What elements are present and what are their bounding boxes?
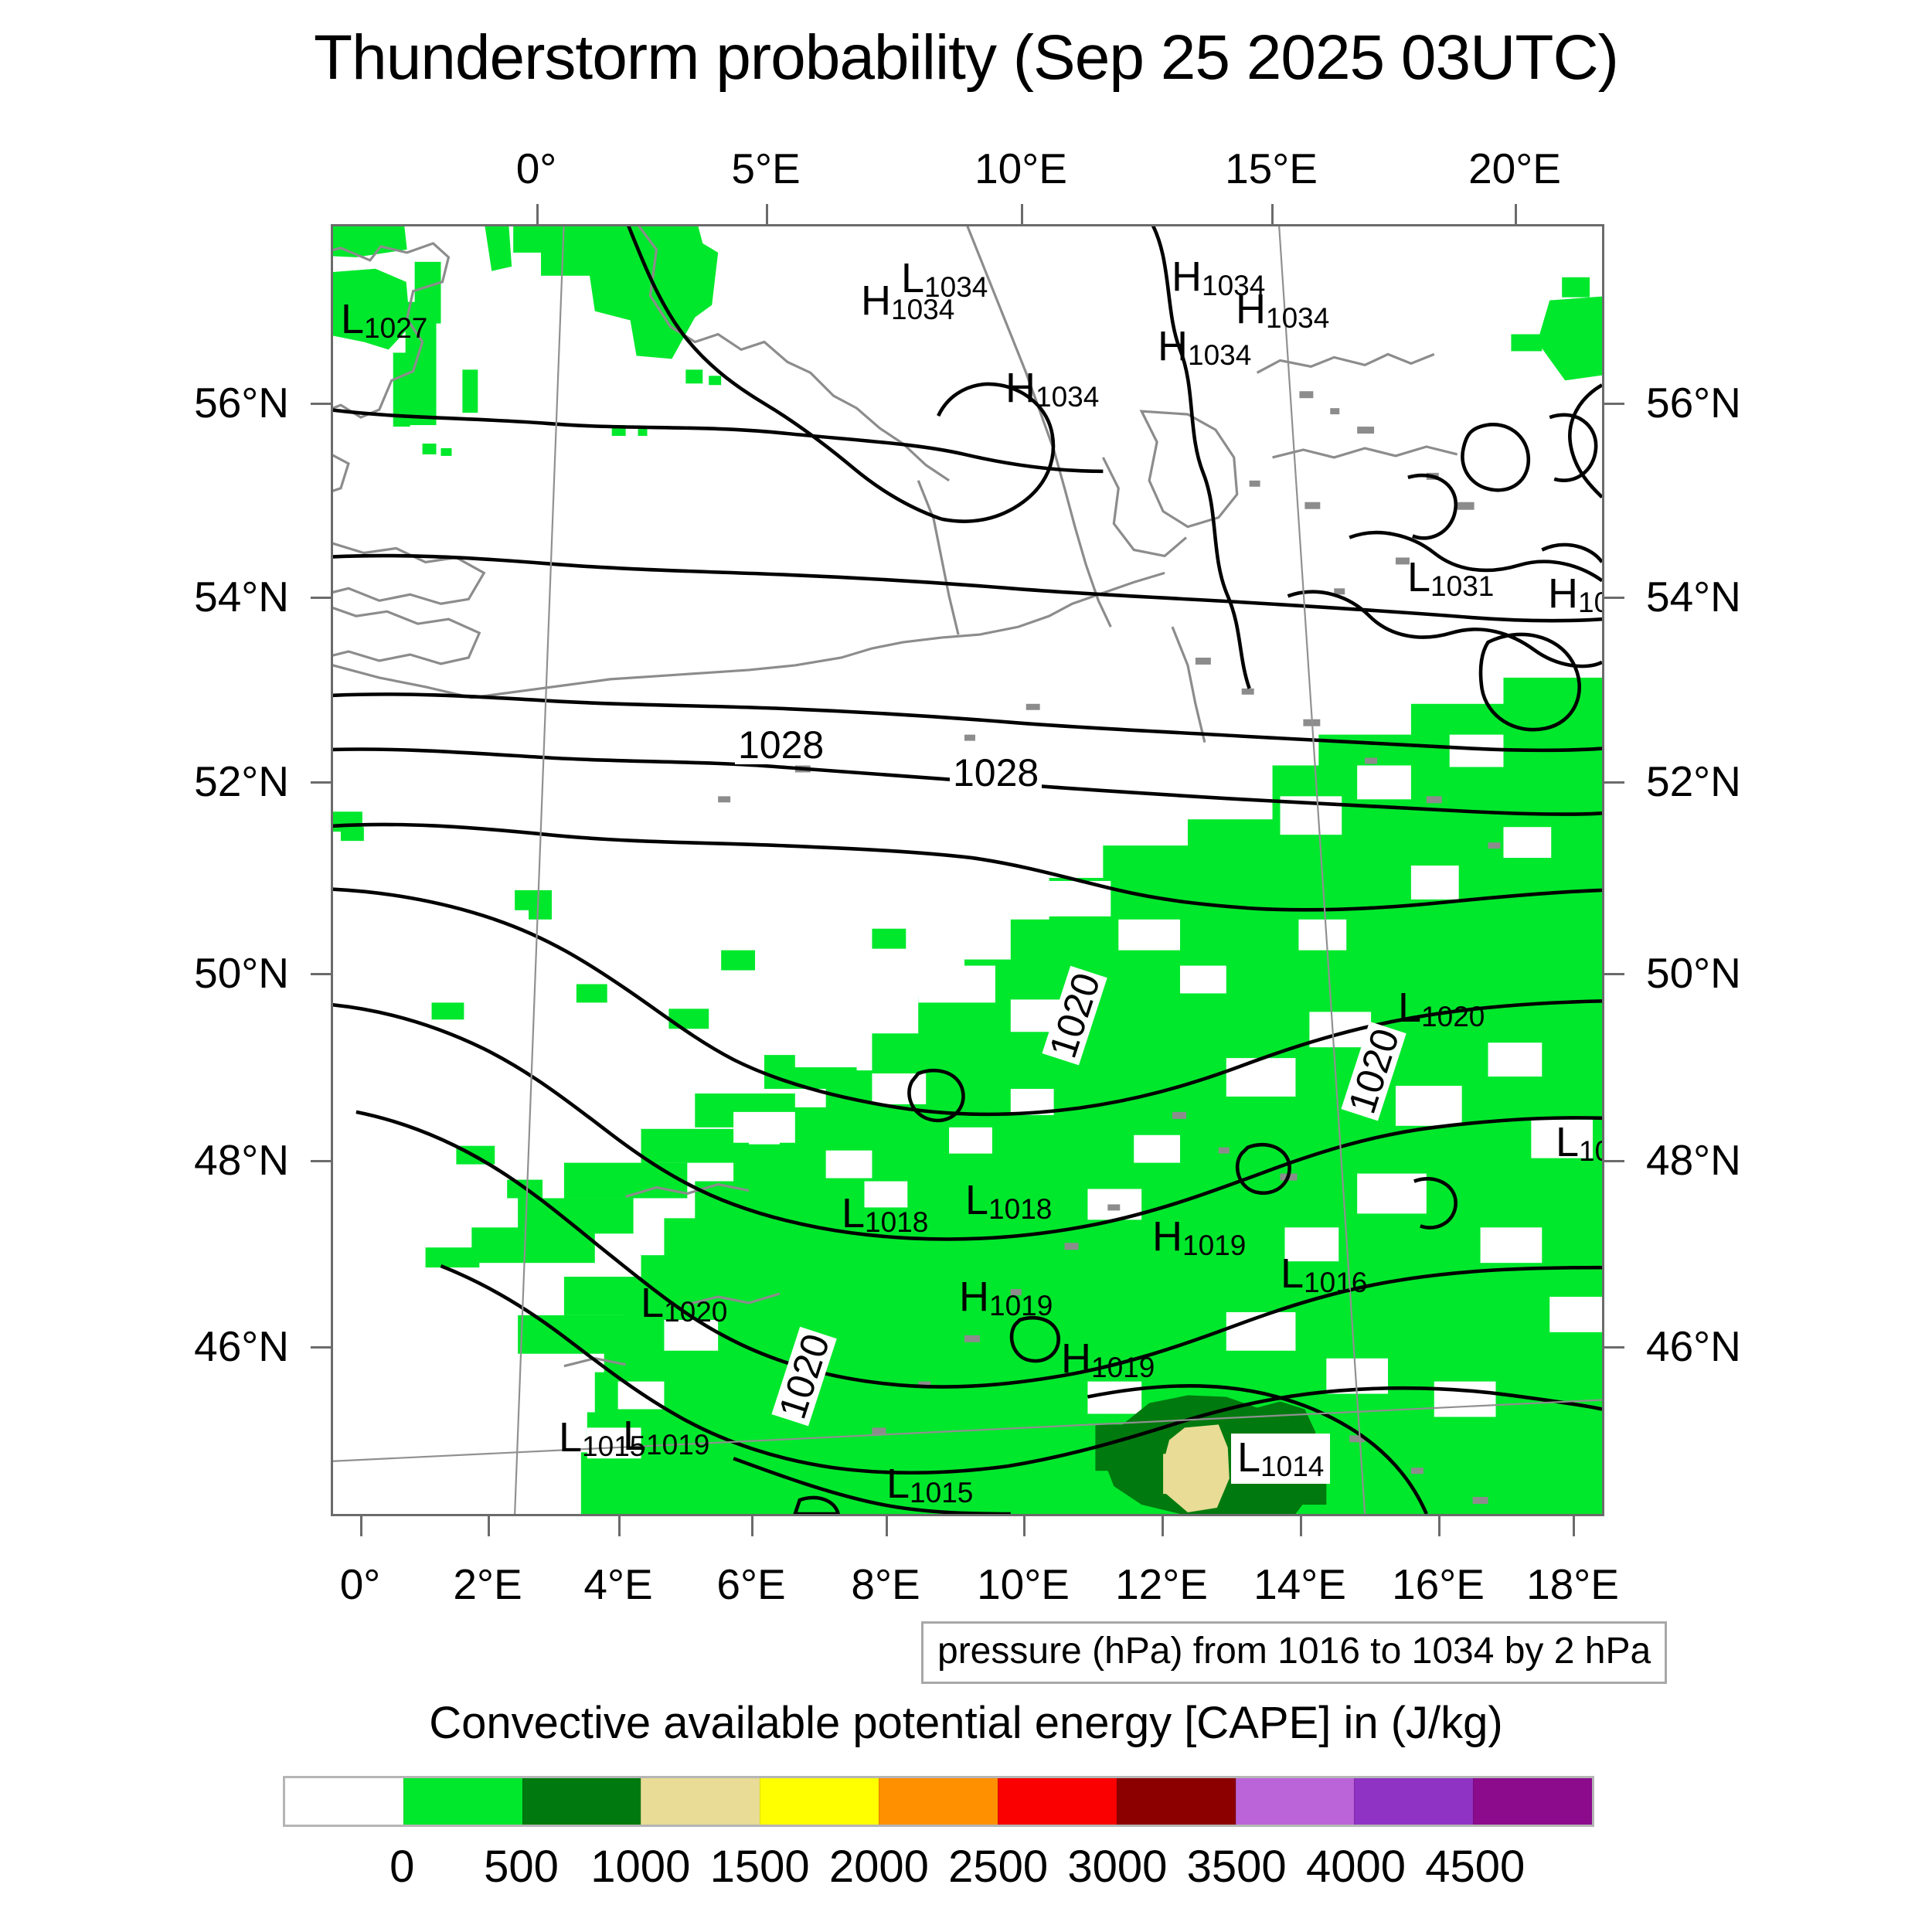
- pressure-contour-legend: pressure (hPa) from 1016 to 1034 by 2 hP…: [921, 1621, 1668, 1684]
- colorbar-swatch-2: [522, 1778, 641, 1825]
- cape-holes: [587, 734, 1602, 1459]
- lon-bottom-label-0: 0°: [339, 1560, 381, 1608]
- lat-right-tick-2: [1604, 781, 1624, 784]
- lon-top-label-1: 5°E: [731, 145, 801, 192]
- lon-bottom-tick-9: [1573, 1516, 1575, 1536]
- lon-top-tick-4: [1515, 204, 1517, 224]
- lon-top-tick-1: [766, 204, 768, 224]
- colorbar-swatch-8: [1235, 1778, 1355, 1825]
- colorbar-tick-label-4: 2000: [828, 1842, 929, 1892]
- lat-left-label-1: 54°N: [194, 573, 289, 621]
- lon-bottom-label-9: 18°E: [1526, 1560, 1619, 1608]
- lat-left-tick-5: [311, 1346, 331, 1349]
- colorbar-caption: Convective available potential energy [C…: [429, 1698, 1503, 1748]
- lon-top-label-2: 10°E: [975, 145, 1067, 192]
- lat-right-tick-4: [1604, 1160, 1624, 1162]
- lon-top-label-4: 20°E: [1468, 145, 1561, 192]
- lon-bottom-tick-7: [1300, 1516, 1302, 1536]
- lat-right-label-3: 50°N: [1646, 949, 1741, 997]
- lon-top-tick-0: [536, 204, 539, 224]
- colorbar-swatch-5: [879, 1778, 998, 1825]
- lat-right-tick-3: [1604, 973, 1624, 975]
- lon-top-tick-3: [1271, 204, 1274, 224]
- colorbar-tick-label-2: 1000: [590, 1842, 691, 1892]
- lat-right-tick-5: [1604, 1346, 1624, 1349]
- lat-left-label-5: 46°N: [194, 1322, 289, 1370]
- lon-bottom-label-8: 16°E: [1392, 1560, 1485, 1608]
- lat-left-tick-4: [311, 1160, 331, 1162]
- lon-bottom-tick-2: [618, 1516, 621, 1536]
- colorbar-tick-label-6: 3000: [1067, 1842, 1168, 1892]
- lon-bottom-label-1: 2°E: [453, 1560, 522, 1608]
- lon-bottom-label-2: 4°E: [583, 1560, 653, 1608]
- contour-label-1028-b: 1028: [950, 753, 1043, 792]
- lat-right-tick-1: [1604, 597, 1624, 599]
- lon-bottom-tick-4: [886, 1516, 888, 1536]
- lon-bottom-label-6: 12°E: [1115, 1560, 1208, 1608]
- lat-left-tick-0: [311, 403, 331, 405]
- map-canvas: [333, 226, 1602, 1514]
- lon-bottom-tick-6: [1162, 1516, 1164, 1536]
- cape-colorbar: [283, 1776, 1594, 1827]
- colorbar-swatch-4: [760, 1778, 879, 1825]
- cape-colorbar-ticks: 0 500 1000 1500 2000 2500 3000 3500 4000 4500: [283, 1841, 1594, 1903]
- colorbar-tick-label-3: 1500: [709, 1842, 810, 1892]
- colorbar-tick-label-7: 3500: [1186, 1842, 1287, 1892]
- lon-bottom-label-3: 6°E: [716, 1560, 786, 1608]
- page-title: Thunderstorm probability (Sep 25 2025 03…: [314, 22, 1619, 93]
- lat-right-label-0: 56°N: [1646, 379, 1741, 427]
- lon-bottom-label-5: 10°E: [977, 1560, 1070, 1608]
- lon-bottom-tick-5: [1023, 1516, 1026, 1536]
- colorbar-swatch-7: [1116, 1778, 1236, 1825]
- lat-left-label-4: 48°N: [194, 1136, 289, 1184]
- lat-right-label-5: 46°N: [1646, 1322, 1741, 1370]
- colorbar-tick-label-5: 2500: [948, 1842, 1049, 1892]
- lat-left-tick-3: [311, 973, 331, 975]
- cape-band-1000-1500: [1163, 1424, 1230, 1513]
- lat-right-label-1: 54°N: [1646, 573, 1741, 621]
- colorbar-swatch-10: [1473, 1778, 1592, 1825]
- lat-right-label-4: 48°N: [1646, 1136, 1741, 1184]
- colorbar-swatch-6: [997, 1778, 1117, 1825]
- lon-top-tick-2: [1021, 204, 1023, 224]
- lat-right-tick-0: [1604, 403, 1624, 405]
- lon-bottom-tick-1: [488, 1516, 490, 1536]
- lat-left-label-0: 56°N: [194, 379, 289, 427]
- lat-left-label-2: 52°N: [194, 757, 289, 805]
- map-plot-area: 1028 1028 1020 1020 1020 L1027 H1034 L10…: [331, 224, 1604, 1516]
- contour-label-1028-a: 1028: [735, 726, 828, 764]
- colorbar-tick-label-9: 4500: [1425, 1842, 1526, 1892]
- graticule: [333, 226, 1602, 1514]
- lon-bottom-label-4: 8°E: [851, 1560, 920, 1608]
- lon-bottom-tick-8: [1438, 1516, 1440, 1536]
- lat-left-tick-1: [311, 597, 331, 599]
- colorbar-swatch-1: [403, 1778, 522, 1825]
- colorbar-swatch-0: [285, 1778, 403, 1825]
- colorbar-swatch-9: [1354, 1778, 1474, 1825]
- coastlines: [333, 226, 1458, 1368]
- lat-left-label-3: 50°N: [194, 949, 289, 997]
- colorbar-tick-label-1: 500: [484, 1842, 559, 1892]
- colorbar-tick-label-8: 4000: [1305, 1842, 1406, 1892]
- lat-left-tick-2: [311, 781, 331, 784]
- colorbar-tick-label-0: 0: [389, 1842, 415, 1892]
- lon-top-label-0: 0°: [515, 145, 557, 192]
- cape-band-0-500: [333, 226, 1602, 1514]
- lon-bottom-tick-0: [360, 1516, 362, 1536]
- lon-top-label-3: 15°E: [1225, 145, 1318, 192]
- lon-bottom-label-7: 14°E: [1253, 1560, 1346, 1608]
- colorbar-swatch-3: [641, 1778, 760, 1825]
- lat-right-label-2: 52°N: [1646, 757, 1741, 805]
- lon-bottom-tick-3: [751, 1516, 753, 1536]
